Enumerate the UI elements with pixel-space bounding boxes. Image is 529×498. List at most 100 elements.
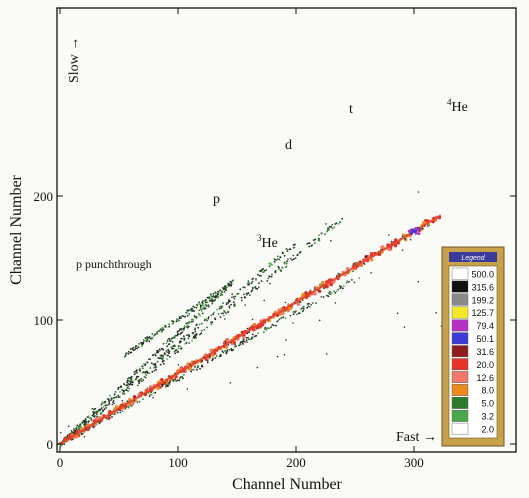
data-point [180, 337, 183, 340]
data-point [202, 304, 205, 307]
data-point [232, 301, 235, 303]
data-point [388, 234, 390, 236]
data-point [187, 326, 189, 329]
data-point [211, 321, 214, 324]
data-point [150, 391, 153, 394]
data-point [292, 313, 295, 316]
data-point [153, 392, 156, 394]
data-point [188, 342, 191, 344]
data-point [285, 339, 287, 341]
data-point [156, 331, 159, 333]
data-point [151, 354, 154, 357]
data-point [130, 401, 134, 406]
data-point [301, 293, 305, 298]
data-point [293, 301, 296, 304]
data-point [296, 302, 301, 306]
data-point [219, 289, 222, 292]
data-point [111, 397, 114, 400]
series-background [59, 191, 448, 438]
data-point [286, 250, 289, 253]
data-point [126, 379, 129, 382]
data-point [270, 275, 273, 278]
data-point [191, 339, 194, 342]
data-point [225, 352, 228, 355]
data-point [173, 350, 176, 353]
data-point [85, 428, 87, 431]
data-point [210, 300, 213, 303]
data-point [269, 275, 271, 278]
data-point [314, 238, 316, 241]
data-point [222, 302, 225, 304]
data-point [197, 326, 200, 329]
data-point [192, 368, 195, 371]
data-point [286, 248, 288, 251]
data-point [216, 293, 219, 295]
y-tick-label: 200 [34, 189, 54, 204]
data-point [225, 312, 228, 315]
data-point [201, 364, 203, 367]
data-point [234, 295, 237, 298]
data-point [190, 321, 193, 323]
he4-text: He [452, 100, 468, 115]
data-point [282, 316, 285, 319]
data-point [87, 415, 90, 418]
data-point [176, 320, 178, 323]
data-point [162, 356, 165, 358]
data-point [195, 332, 198, 335]
data-point [124, 355, 126, 358]
data-point [128, 380, 130, 382]
data-point [92, 426, 95, 429]
data-point [206, 326, 209, 329]
data-point [193, 306, 196, 309]
data-point [218, 355, 221, 358]
data-point [409, 232, 413, 236]
data-point [168, 352, 170, 355]
data-point [370, 272, 372, 274]
data-point [162, 354, 164, 357]
data-point [326, 294, 328, 297]
data-point [106, 404, 108, 407]
data-point [70, 430, 73, 432]
data-point [210, 323, 213, 326]
data-point [222, 312, 224, 315]
y-axis-title: Channel Number [8, 174, 25, 284]
data-point [140, 377, 143, 380]
data-point [326, 229, 329, 232]
data-point [195, 306, 198, 309]
data-point [292, 311, 295, 313]
data-point [187, 309, 189, 312]
data-point [141, 345, 143, 348]
data-point [208, 296, 210, 299]
data-point [140, 341, 142, 344]
data-point [246, 282, 249, 284]
data-point [393, 243, 398, 248]
data-point [125, 384, 128, 387]
data-point [206, 301, 209, 304]
legend-title: Legend [461, 255, 485, 262]
data-point [206, 296, 209, 299]
data-point [417, 280, 420, 283]
data-point [262, 268, 265, 270]
data-point [176, 330, 179, 333]
data-point [263, 328, 266, 330]
data-point [192, 320, 194, 323]
data-point [187, 367, 192, 371]
data-point [310, 303, 313, 306]
data-point [130, 380, 133, 382]
data-point [271, 273, 273, 276]
data-point [287, 258, 289, 260]
data-point [326, 353, 328, 355]
legend-entries: 500.0 315.6 199.2 125.7 79.4 50.1 31.6 20.0 12.6… [451, 267, 494, 435]
data-point [201, 312, 204, 315]
data-point [174, 352, 177, 355]
data-point [240, 299, 243, 302]
legend-label: 8.0 [481, 386, 494, 396]
data-point [178, 379, 181, 382]
data-point [167, 385, 169, 388]
data-point [214, 295, 217, 298]
data-point [140, 380, 143, 383]
data-point [72, 427, 75, 430]
data-point [204, 318, 207, 320]
data-point [278, 318, 281, 320]
data-point [334, 292, 337, 294]
